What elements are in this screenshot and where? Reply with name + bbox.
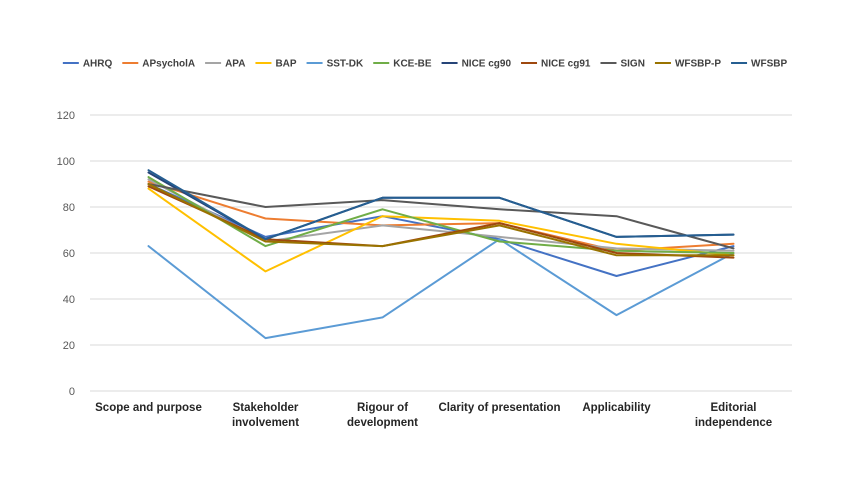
series-line-apsychola bbox=[147, 180, 735, 252]
y-tick-label: 80 bbox=[63, 202, 75, 214]
legend-label: WFSBP bbox=[751, 59, 787, 70]
legend-item: AHRQ bbox=[62, 59, 113, 70]
legend-item: SST-DK bbox=[306, 59, 364, 70]
x-category-label: Editorial independence bbox=[695, 402, 772, 429]
legend-item: NICE cg91 bbox=[521, 59, 591, 70]
legend-label: APsycholA bbox=[142, 59, 195, 70]
y-tick-label: 20 bbox=[63, 340, 75, 352]
y-tick-label: 100 bbox=[57, 156, 75, 168]
legend-label: KCE-BE bbox=[393, 59, 432, 70]
y-tick-label: 40 bbox=[63, 294, 75, 306]
legend-label: NICE cg90 bbox=[462, 59, 512, 70]
series-line-apa bbox=[147, 178, 735, 252]
series-lines bbox=[147, 169, 735, 340]
y-tick-label: 0 bbox=[69, 386, 75, 398]
series-line-nice-cg91 bbox=[147, 185, 735, 259]
legend-label: AHRQ bbox=[83, 59, 113, 70]
legend-item: NICE cg90 bbox=[441, 59, 512, 70]
y-axis-tick-labels: 0 20 40 60 80 100 120 bbox=[57, 110, 75, 398]
series-line-bap bbox=[147, 187, 735, 273]
x-category-label: Rigour of development bbox=[347, 402, 418, 429]
legend-item: SIGN bbox=[600, 59, 645, 70]
x-category-label: Stakeholder involvement bbox=[232, 402, 299, 429]
legend-label: APA bbox=[225, 59, 245, 70]
series-line-sst-dk bbox=[147, 238, 735, 340]
legend: AHRQ APsycholA APA BAP SST-DK KCE-BE NICE cg90… bbox=[62, 59, 787, 70]
legend-item: APA bbox=[205, 59, 245, 70]
legend-item: WFSBP bbox=[731, 59, 787, 70]
x-category-label: Scope and purpose bbox=[95, 402, 202, 414]
y-tick-label: 120 bbox=[57, 110, 75, 122]
series-line-wfsbp bbox=[147, 169, 735, 241]
legend-item: BAP bbox=[255, 59, 297, 70]
legend-label: WFSBP-P bbox=[675, 59, 721, 70]
x-axis-category-labels: Scope and purpose Stakeholder involvement R… bbox=[95, 402, 772, 429]
legend-label: SIGN bbox=[620, 59, 644, 70]
legend-item: WFSBP-P bbox=[654, 59, 721, 70]
x-category-label: Applicability bbox=[582, 402, 651, 414]
series-line-sign bbox=[147, 183, 735, 250]
x-category-label: Clarity of presentation bbox=[438, 402, 560, 414]
series-line-kce-be bbox=[147, 176, 735, 254]
legend-label: SST-DK bbox=[327, 59, 364, 70]
legend-item: KCE-BE bbox=[373, 59, 432, 70]
legend-label: BAP bbox=[275, 59, 296, 70]
legend-label: NICE cg91 bbox=[541, 59, 591, 70]
series-line-wfsbp-p bbox=[147, 183, 735, 257]
legend-item: APsycholA bbox=[122, 59, 195, 70]
y-tick-label: 60 bbox=[63, 248, 75, 260]
